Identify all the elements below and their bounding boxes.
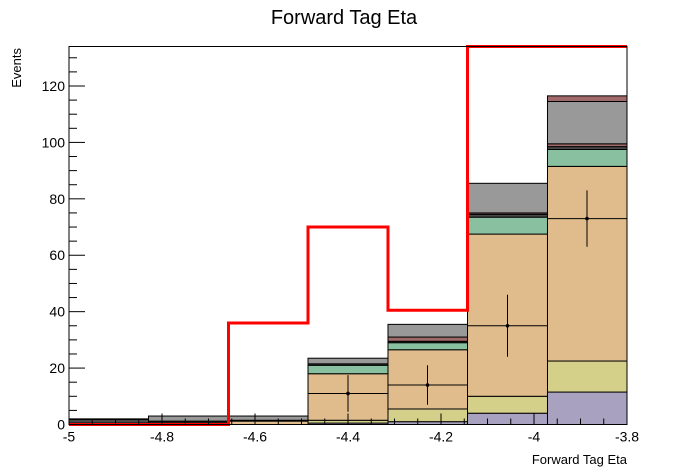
y-tick-label: 120 — [42, 78, 66, 94]
stack-bar-2-bin-2 — [227, 420, 309, 426]
data-point — [585, 216, 589, 221]
chart-title: Forward Tag Eta — [271, 7, 418, 29]
stack-bar-6-bin-5 — [467, 182, 548, 214]
stack-bar-3-bin-3 — [307, 364, 389, 375]
stack-bar-5-bin-4 — [387, 336, 469, 342]
y-tick-label: 20 — [49, 360, 65, 376]
stack-bar-6-bin-4 — [387, 323, 469, 338]
stack-bar-3-bin-6 — [546, 148, 628, 167]
stack-bar-1-bin-4 — [387, 408, 469, 423]
data-point — [505, 323, 510, 328]
stack-bar-6-bin-2 — [227, 415, 309, 421]
y-tick-label: 80 — [49, 191, 65, 207]
stack-bar-4-bin-0 — [68, 418, 150, 424]
data-point — [346, 391, 350, 396]
data-point — [425, 383, 430, 387]
stack-bar-0-bin-6 — [546, 391, 628, 425]
x-tick-label: -4.8 — [150, 429, 174, 445]
stack-bar-0-bin-5 — [467, 412, 548, 426]
stack-bar-3-bin-5 — [467, 216, 548, 235]
x-axis-label: Forward Tag Eta — [532, 452, 628, 467]
stack-bar-6-bin-6 — [546, 101, 628, 145]
stack-bar-1-bin-5 — [467, 395, 548, 414]
x-tick-label: -4.6 — [243, 429, 267, 445]
x-tick-label: -4.4 — [336, 429, 360, 445]
y-tick-label: 0 — [57, 417, 65, 433]
x-tick-label: -3.8 — [615, 429, 639, 445]
y-tick-label: 40 — [49, 304, 65, 320]
plot-area: -5 -4.8 -4.6 -4.4 -4.2 -4 -3.8 0 20 40 60 80 100 120 — [42, 45, 639, 445]
axes: -5 -4.8 -4.6 -4.4 -4.2 -4 -3.8 0 20 40 60 80 100 120 — [42, 57, 639, 445]
x-tick-label: -4 — [528, 429, 541, 445]
y-tick-label: 100 — [42, 134, 66, 150]
stack-bar-6-bin-0 — [68, 418, 150, 420]
stack-bar-7-bin-6 — [546, 95, 628, 103]
stack-bar-1-bin-6 — [546, 360, 628, 393]
stack-bar-6-bin-3 — [307, 357, 389, 365]
x-tick-label: -4.2 — [429, 429, 453, 445]
stack-bar-3-bin-4 — [387, 342, 469, 351]
y-tick-label: 60 — [49, 247, 65, 263]
y-axis-label: Events — [9, 48, 24, 88]
data-points — [308, 190, 627, 412]
stack-bar-6-bin-1 — [148, 415, 229, 422]
x-tick-label: -5 — [63, 429, 76, 445]
